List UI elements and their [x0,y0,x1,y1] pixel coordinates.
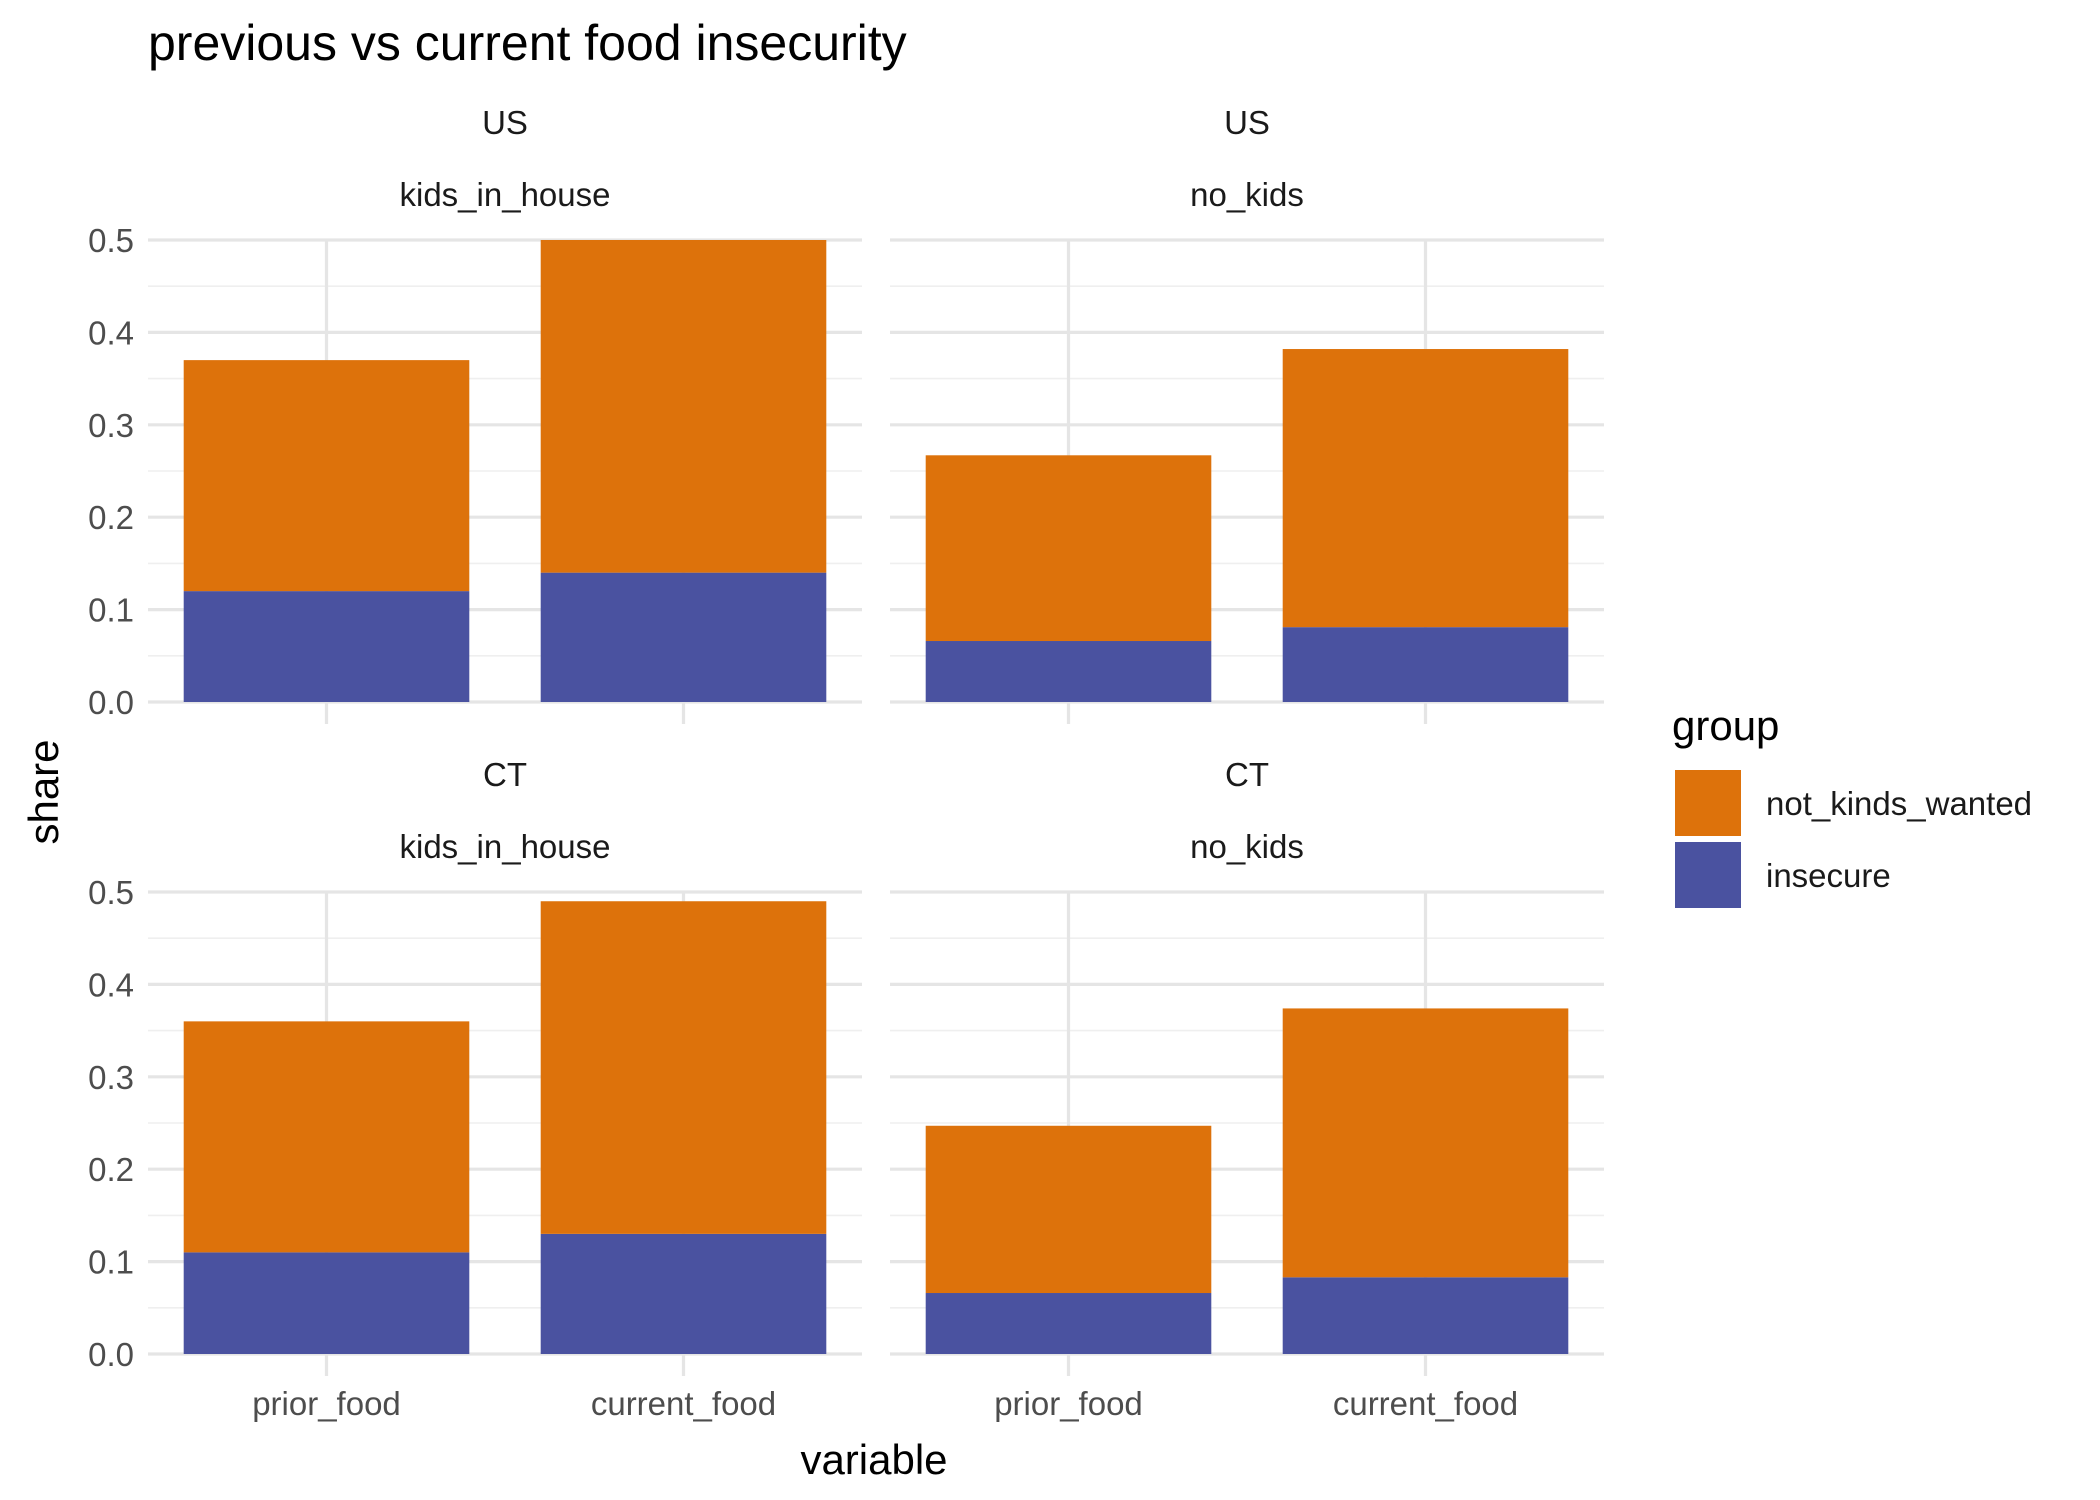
bar-segment-not-kinds-wanted [1282,349,1569,628]
legend-key-insecure [1675,842,1741,908]
bar-segment-insecure [183,591,470,702]
y-tick-label: 0.3 [88,1059,134,1096]
bar-segment-not-kinds-wanted [925,455,1212,642]
facet-panel: US no_kids [890,104,1604,724]
bar-segment-not-kinds-wanted [925,1125,1212,1294]
strip-label-region: US [1224,104,1270,141]
y-axis-title: share [20,739,67,844]
strip-label-household: no_kids [1190,176,1304,213]
legend-title: group [1672,702,1779,749]
x-tick-label: prior_food [994,1385,1143,1422]
legend-label: not_kinds_wanted [1766,785,2032,822]
bar-segment-insecure [1282,627,1569,702]
x-tick-label: prior_food [252,1385,401,1422]
strip-label-household: kids_in_house [400,176,611,213]
bar-segment-insecure [540,1233,827,1354]
x-tick-label: current_food [591,1385,776,1422]
strip-label-region: US [482,104,528,141]
legend-label: insecure [1766,857,1891,894]
y-tick-label: 0.2 [88,1151,134,1188]
y-tick-label: 0.2 [88,499,134,536]
bar-segment-not-kinds-wanted [183,1021,470,1253]
facet-panel: CT no_kids prior_food current_food [890,756,1604,1422]
strip-label-household: kids_in_house [400,828,611,865]
bar-segment-not-kinds-wanted [1282,1008,1569,1278]
strip-label-region: CT [483,756,527,793]
bar-segment-not-kinds-wanted [540,901,827,1234]
facet-panels: 0.0 0.1 0.2 0.3 0.4 0.5 US kids_in_house US no_ki… [88,104,1604,1422]
legend: group not_kinds_wanted insecure [1672,702,2032,908]
y-tick-label: 0.4 [88,314,134,351]
bar-segment-insecure [925,641,1212,702]
facet-panel: 0.0 0.1 0.2 0.3 0.4 0.5 CT kids_in_house prior_f… [88,756,862,1422]
y-tick-label: 0.1 [88,592,134,629]
bar-segment-not-kinds-wanted [183,360,470,592]
strip-label-region: CT [1225,756,1269,793]
strip-label-household: no_kids [1190,828,1304,865]
y-tick-label: 0.4 [88,966,134,1003]
bar-segment-not-kinds-wanted [540,240,827,573]
facet-panel: 0.0 0.1 0.2 0.3 0.4 0.5 US kids_in_house [88,104,862,724]
bar-segment-insecure [540,572,827,702]
x-tick-label: current_food [1333,1385,1518,1422]
bar-segment-insecure [925,1293,1212,1354]
y-tick-label: 0.1 [88,1244,134,1281]
bar-segment-insecure [183,1252,470,1354]
y-tick-label: 0.0 [88,684,134,721]
legend-key-not-kinds-wanted [1675,770,1741,836]
chart-title: previous vs current food insecurity [148,15,907,71]
y-tick-label: 0.0 [88,1336,134,1373]
y-tick-label: 0.5 [88,874,134,911]
y-tick-label: 0.3 [88,407,134,444]
bar-segment-insecure [1282,1277,1569,1354]
y-tick-label: 0.5 [88,222,134,259]
x-axis-title: variable [800,1436,947,1483]
